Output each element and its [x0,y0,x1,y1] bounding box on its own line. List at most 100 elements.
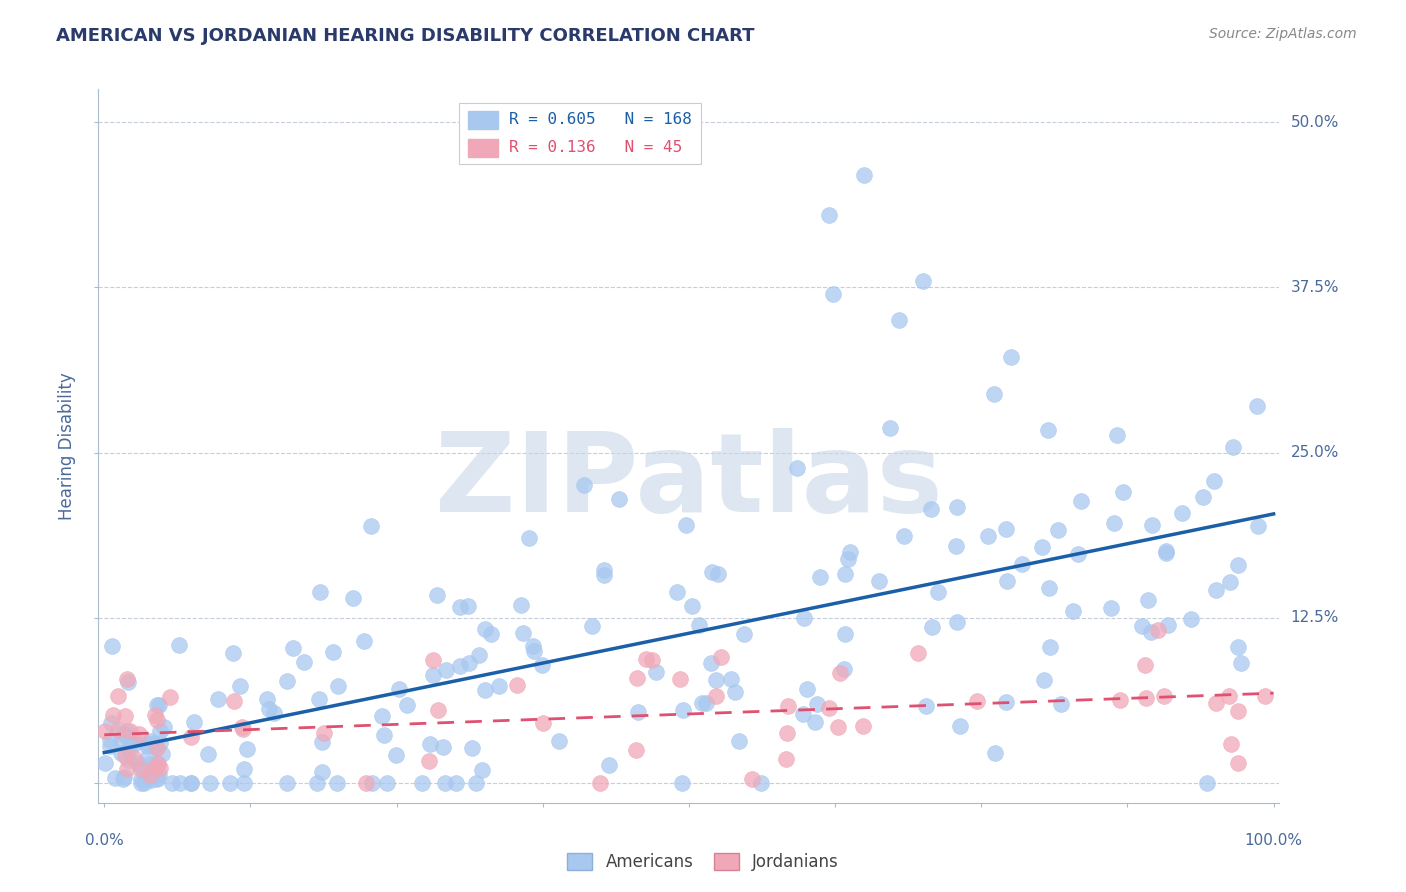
Point [311,765,333,780]
Point [418,754,440,768]
Point [1130,619,1153,633]
Point [256,692,278,706]
Point [311,735,333,749]
Point [117,763,139,777]
Point [889,313,911,327]
Point [384,747,406,762]
Point [94,756,117,771]
Point [101,708,124,723]
Point [129,763,152,777]
Point [233,763,256,777]
Point [641,652,664,666]
Point [124,750,146,764]
Point [146,756,169,771]
Point [1038,640,1060,655]
Point [257,702,280,716]
FancyBboxPatch shape [468,139,498,157]
Point [1102,516,1125,530]
Point [806,698,828,712]
Point [143,707,166,722]
Point [142,739,165,753]
Point [1219,574,1241,589]
Point [984,746,1007,760]
Point [107,723,129,737]
Point [136,739,159,753]
Point [786,461,808,475]
Point [107,690,129,704]
Point [607,491,630,506]
Point [920,502,942,516]
Point [112,770,135,784]
Point [921,620,943,634]
Point [180,776,202,790]
Point [488,679,510,693]
Point [263,706,285,721]
Point [675,517,697,532]
Point [1000,350,1022,364]
Point [122,737,145,751]
Point [1205,696,1227,710]
Point [1218,689,1240,703]
Point [977,529,1000,543]
Point [136,736,159,750]
Point [159,690,181,705]
Point [219,776,242,790]
Point [945,500,967,514]
Point [1062,605,1084,619]
Point [354,776,377,790]
Point [1219,738,1241,752]
Point [117,753,139,767]
Point [169,776,191,790]
Point [911,274,934,288]
Point [966,694,988,708]
Point [994,522,1017,536]
Point [907,646,929,660]
Point [776,725,799,739]
Point [136,749,159,764]
Point [146,741,169,756]
Point [838,544,860,558]
Point [1202,475,1225,489]
Point [669,672,692,686]
Point [793,611,815,625]
Point [572,477,595,491]
Point [1135,691,1157,706]
Text: 50.0%: 50.0% [1291,115,1339,129]
Point [995,574,1018,589]
Point [111,772,134,786]
Point [426,588,449,602]
Point [98,733,121,747]
Point [434,663,457,677]
Point [110,747,132,761]
Point [479,627,502,641]
Point [461,740,484,755]
Point [136,771,159,785]
Point [1038,423,1060,437]
Point [117,674,139,689]
Legend: Americans, Jordanians: Americans, Jordanians [560,845,846,880]
Point [138,757,160,772]
Point [314,726,336,740]
Point [292,655,315,669]
Point [122,732,145,747]
Point [457,599,479,614]
Point [138,772,160,786]
Point [1033,673,1056,688]
Point [672,703,695,717]
Text: 0.0%: 0.0% [84,833,124,848]
Point [180,776,202,790]
Point [198,776,221,790]
Point [547,734,569,748]
Point [592,567,614,582]
Point [823,287,845,301]
Point [118,723,141,738]
Point [506,678,529,692]
Point [1247,519,1270,533]
Text: ZIPatlas: ZIPatlas [434,428,943,535]
Point [160,776,183,790]
Point [1156,543,1178,558]
Text: AMERICAN VS JORDANIAN HEARING DISABILITY CORRELATION CHART: AMERICAN VS JORDANIAN HEARING DISABILITY… [56,27,755,45]
Point [118,743,141,757]
Y-axis label: Hearing Disability: Hearing Disability [58,372,76,520]
Point [1031,541,1053,555]
